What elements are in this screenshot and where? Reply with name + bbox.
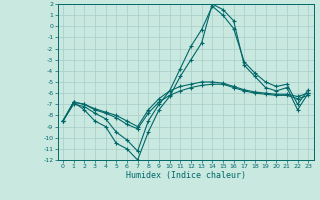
X-axis label: Humidex (Indice chaleur): Humidex (Indice chaleur) bbox=[125, 171, 246, 180]
